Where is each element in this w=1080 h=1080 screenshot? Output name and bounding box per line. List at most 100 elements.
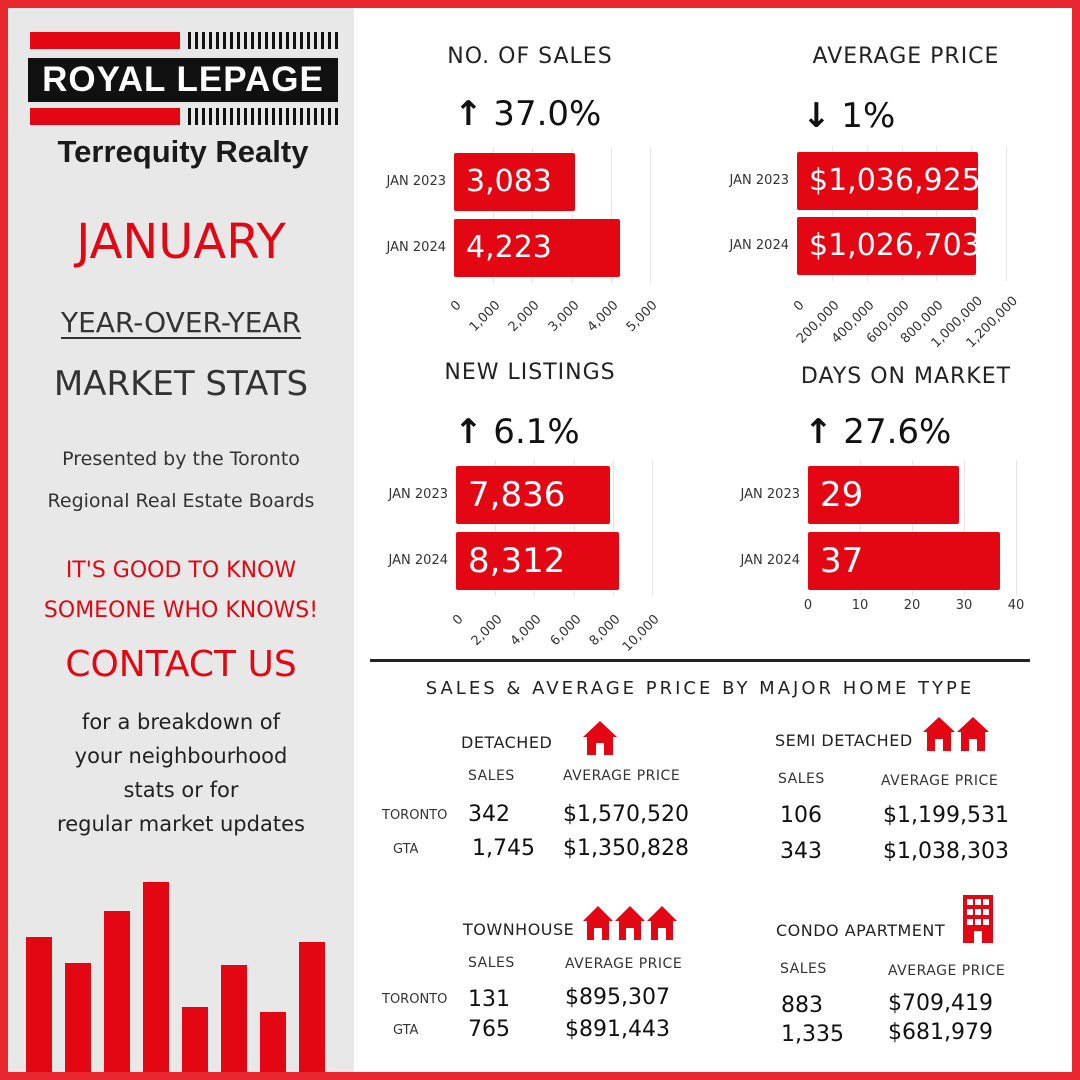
decorative-bar [260,1012,286,1072]
average-price-chart-title: AVERAGE PRICE [812,44,1000,69]
detached-gta-price: $1,350,828 [563,836,689,861]
no-of-sales-category-label: JAN 2024 [386,240,446,255]
new-listings-category-label: JAN 2023 [388,487,448,502]
arrow-up-icon: ↑ [454,412,483,452]
townhouse-gta-sales: 765 [468,1017,510,1042]
no-of-sales-chart-title: NO. OF SALES [447,44,613,69]
building-icon [963,895,993,943]
average-price-bar [797,217,976,275]
home-type-section-title: SALES & AVERAGE PRICE BY MAJOR HOME TYPE [425,678,975,699]
semi-sales-header: SALES [778,771,825,787]
detached-price-header: AVERAGE PRICE [563,768,681,784]
logo-wordmark: ROYAL LEPAGE [28,58,338,102]
days-on-market-category-label: JAN 2024 [740,553,800,568]
market-stats-heading: MARKET STATS [53,364,309,404]
no-of-sales-bar [454,153,575,211]
blurb-line-4: regular market updates [57,812,305,836]
average-price-change-value: 1% [830,96,896,136]
detached-row-toronto: TORONTO [382,808,448,823]
new-listings-category-label: JAN 2024 [388,553,448,568]
detached-row-gta: GTA [393,842,419,857]
house-icon [583,721,617,755]
no-of-sales-bar [454,219,620,277]
townhouse-toronto-sales: 131 [468,987,510,1012]
decorative-bar [299,942,325,1072]
month-title: JANUARY [76,214,286,270]
townhouse-heading: TOWNHOUSE [463,920,575,939]
days-on-market-gridline [860,460,861,596]
days-on-market-gridline [1016,460,1017,596]
new-listings-gridline [534,460,536,596]
townhouse-price-header: AVERAGE PRICE [565,956,683,972]
new-listings-bar-value: 8,312 [468,541,566,581]
semi-house-icon [923,717,989,751]
decorative-bar [65,962,91,1072]
no-of-sales-change: ↑ 37.0% [454,94,601,134]
arrow-up-icon: ↑ [454,94,483,134]
days-on-market-bar-value: 37 [820,541,864,581]
no-of-sales-gridline [571,147,573,283]
days-on-market-chart-title: DAYS ON MARKET [800,364,1012,389]
average-price-gridline [971,146,973,281]
days-on-market-gridline [964,460,965,596]
no-of-sales-bar-value: 3,083 [466,164,552,199]
logo-stripes-lower [188,108,338,125]
new-listings-gridline [652,460,653,596]
no-of-sales-gridline [650,147,651,283]
arrow-up-icon: ↑ [804,412,833,452]
no-of-sales-category-label: JAN 2023 [386,174,446,189]
days-on-market-tick-label: 30 [955,598,973,613]
new-listings-bar-value: 7,836 [468,475,566,515]
days-on-market-tick-label: 10 [851,598,869,613]
semi-detached-heading: SEMI DETACHED [775,731,913,750]
new-listings-chart-title: NEW LISTINGS [444,360,616,385]
condo-gta-sales: 1,335 [781,1022,844,1047]
presented-line-1: Presented by the Toronto [62,448,300,470]
condo-toronto-price: $709,419 [888,991,993,1016]
condo-heading: CONDO APARTMENT [776,921,946,940]
average-price-category-label: JAN 2024 [729,238,789,253]
days-on-market-change: ↑ 27.6% [804,412,951,452]
semi-toronto-sales: 106 [780,803,822,828]
blurb-line-2: your neighbourhood [74,744,288,768]
decorative-bar [104,910,130,1072]
townhouse-toronto-price: $895,307 [565,985,670,1010]
days-on-market-category-label: JAN 2023 [740,487,800,502]
new-listings-gridline [612,460,614,596]
condo-sales-header: SALES [780,961,827,977]
tagline-line-2: SOMEONE WHO KNOWS! [43,598,319,623]
brokerage-name: Terrequity Realty [57,134,309,169]
days-on-market-bar-value: 29 [820,475,864,515]
no-of-sales-gridline [493,147,495,283]
section-divider [370,659,1030,662]
sidebar: ROYAL LEPAGE Terrequity Realty JANUARY Y… [8,8,354,1072]
condo-price-header: AVERAGE PRICE [888,963,1006,979]
decorative-bar [26,936,52,1072]
new-listings-gridline [495,460,497,596]
contact-us-heading: CONTACT US [65,644,297,685]
decorative-bar [182,1007,208,1072]
average-price-gridline [1006,146,1007,281]
average-price-gridline [901,146,903,281]
new-listings-change-value: 6.1% [482,412,580,452]
infographic-frame: ROYAL LEPAGE Terrequity Realty JANUARY Y… [8,8,1072,1072]
detached-gta-sales: 1,745 [472,836,535,861]
days-on-market-tick-label: 40 [1007,598,1025,613]
condo-toronto-sales: 883 [781,993,823,1018]
new-listings-change: ↑ 6.1% [454,412,580,452]
yoy-label: YEAR-OVER-YEAR [60,306,302,339]
detached-toronto-price: $1,570,520 [563,802,689,827]
average-price-bar-value: $1,036,925 [809,163,981,198]
logo-red-bar-lower [30,108,180,125]
presented-line-2: Regional Real Estate Boards [47,490,315,512]
condo-gta-price: $681,979 [888,1020,993,1045]
logo-stripes [188,32,338,49]
new-listings-gridline [573,460,575,596]
average-price-gridline [936,146,938,281]
logo-red-bar [30,32,180,49]
average-price-bar-value: $1,026,703 [809,228,981,263]
detached-sales-header: SALES [468,768,515,784]
semi-price-header: AVERAGE PRICE [881,773,999,789]
days-on-market-bar [808,466,959,524]
no-of-sales-gridline [532,147,534,283]
